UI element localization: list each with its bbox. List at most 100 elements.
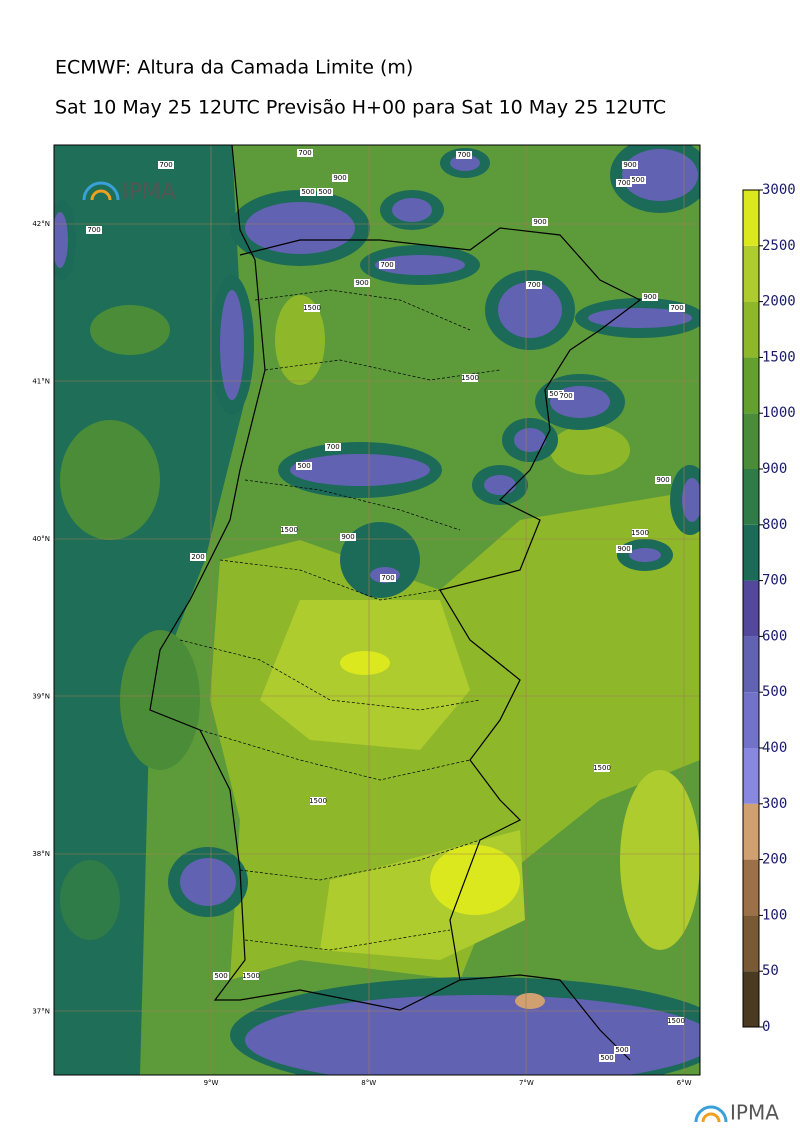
contour-label: 1500 <box>242 972 260 980</box>
colorbar-label: 900 <box>762 461 787 477</box>
contour-label: 900 <box>617 545 630 553</box>
contour-label: 700 <box>380 261 393 269</box>
colorbar-band <box>743 413 759 469</box>
contour-label: 1500 <box>461 374 479 382</box>
lat-label: 37°N <box>32 1008 50 1016</box>
contour-label-bg <box>669 304 685 312</box>
contour-label: 500 <box>297 462 310 470</box>
colorbar-label: 2000 <box>762 294 796 310</box>
contour-label: 500 <box>600 1054 613 1062</box>
contour-label: 200 <box>191 553 204 561</box>
logo-text: IPMA <box>122 180 176 205</box>
contour-label: 500 <box>549 390 562 398</box>
colorbar-band <box>743 301 759 358</box>
colorbar-label: 300 <box>762 796 787 812</box>
contour-label: 500 <box>318 188 331 196</box>
contour-label: 700 <box>159 161 172 169</box>
contour-label-bg <box>243 972 259 980</box>
contour-label: 1500 <box>309 797 327 805</box>
contour-label-bg <box>632 529 648 537</box>
colorbar-label: 2500 <box>762 238 796 254</box>
lat-label: 39°N <box>32 693 50 701</box>
contour-label: 500 <box>301 188 314 196</box>
colorbar-band <box>743 803 759 860</box>
contour-label-bg <box>380 574 396 582</box>
contour-label-bg <box>594 764 610 772</box>
colorbar-frame <box>742 189 760 1028</box>
contour-label-bg <box>642 293 658 301</box>
contour-label: 500 <box>214 972 227 980</box>
colorbar-band <box>743 524 759 581</box>
contour-label-bg <box>379 261 395 269</box>
contour-label: 700 <box>559 392 572 400</box>
colorbar-band <box>743 357 759 414</box>
map-field <box>54 145 700 1075</box>
colorbar-label: 3000 <box>762 182 796 198</box>
contour-label: 1500 <box>303 304 321 312</box>
contour-label-bg <box>616 545 632 553</box>
contour-label: 700 <box>87 226 100 234</box>
contour-label: 900 <box>533 218 546 226</box>
subtitle: Sat 10 May 25 12UTC Previsão H+00 para S… <box>55 97 666 119</box>
contour-label-bg <box>655 476 671 484</box>
colorbar-label: 1000 <box>762 405 796 421</box>
colorbar-band <box>743 971 759 1027</box>
colorbar-band <box>743 859 759 916</box>
contour-label: 500 <box>615 1046 628 1054</box>
contour-label-bg <box>340 533 356 541</box>
contour-label: 900 <box>355 279 368 287</box>
contour-label-bg <box>317 188 333 196</box>
contour-label: 900 <box>333 174 346 182</box>
contour-label-bg <box>213 972 229 980</box>
lat-label: 38°N <box>32 850 50 858</box>
colorbar-label: 100 <box>762 907 787 923</box>
contour-label: 700 <box>457 151 470 159</box>
lat-label: 42°N <box>32 220 50 228</box>
colorbar-label: 200 <box>762 852 787 868</box>
colorbar: 0 50 100 200 300 400 500 600 700 800 900 1000 1500 20… <box>742 182 796 1035</box>
contour-label-bg <box>548 390 564 398</box>
contour-label: 700 <box>527 281 540 289</box>
contour-label-bg <box>190 553 206 561</box>
contour-label: 700 <box>298 149 311 157</box>
colorbar-label: 700 <box>762 573 787 589</box>
contour-label-bg <box>630 176 646 184</box>
contour-label: 900 <box>623 161 636 169</box>
logo-top: IPMA <box>82 180 176 205</box>
contour-label: 700 <box>326 443 339 451</box>
lon-label: 8°W <box>361 1079 376 1087</box>
contour-label-bg <box>532 218 548 226</box>
colorbar-band <box>743 636 759 693</box>
contour-label-bg <box>297 149 313 157</box>
colorbar-band <box>743 915 759 972</box>
title: ECMWF: Altura da Camada Limite (m) <box>55 57 413 79</box>
contour-label: 1500 <box>631 529 649 537</box>
contour-label: 700 <box>617 179 630 187</box>
contour-label-bg <box>622 161 638 169</box>
contour-label-bg <box>599 1054 615 1062</box>
lon-label: 6°W <box>677 1079 692 1087</box>
contour-label-bg <box>354 279 370 287</box>
contour-label-bg <box>281 526 297 534</box>
lon-label: 9°W <box>204 1079 219 1087</box>
colorbar-label: 600 <box>762 628 787 644</box>
contour-label-bg <box>325 443 341 451</box>
contour-label: 900 <box>643 293 656 301</box>
contour-label-bg <box>300 188 316 196</box>
contour-label: 700 <box>381 574 394 582</box>
colorbar-label: 1500 <box>762 349 796 365</box>
contour-label-bg <box>558 392 574 400</box>
contour-label-bg <box>668 1017 684 1025</box>
lon-label: 7°W <box>519 1079 534 1087</box>
logo-bottom: IPMA <box>694 1101 779 1125</box>
colorbar-label: 800 <box>762 517 787 533</box>
contour-label-bg <box>462 374 478 382</box>
contour-label-bg <box>86 226 102 234</box>
contour-label: 1500 <box>667 1017 685 1025</box>
contour-label: 700 <box>670 304 683 312</box>
colorbar-band <box>743 245 759 302</box>
contour-label: 900 <box>656 476 669 484</box>
colorbar-label: 0 <box>762 1019 770 1035</box>
colorbar-band <box>743 748 759 804</box>
